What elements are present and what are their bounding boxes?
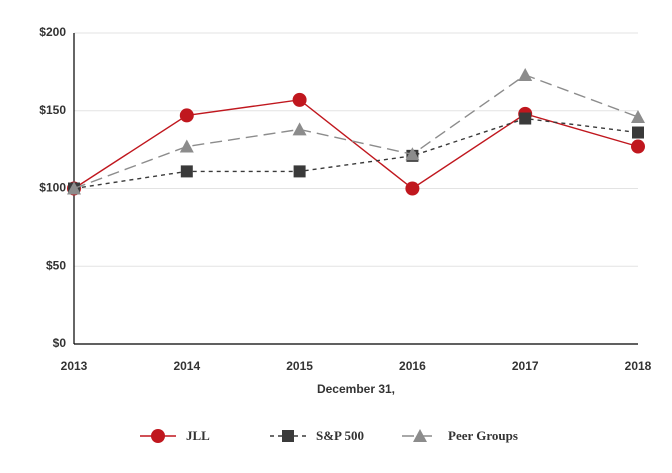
marker [518, 67, 533, 81]
x-tick-label: 2013 [61, 359, 88, 373]
marker [292, 92, 307, 107]
marker [632, 126, 644, 139]
series-line [73, 99, 639, 190]
marker [180, 165, 193, 178]
legend-marker [413, 429, 427, 442]
legend-label: Peer Groups [448, 428, 518, 443]
x-tick-label: 2015 [286, 359, 313, 373]
marker [405, 147, 420, 161]
legend-marker [151, 429, 165, 443]
x-tick-label: 2014 [173, 359, 200, 373]
series-line [73, 74, 639, 190]
marker [179, 139, 194, 153]
marker [292, 122, 307, 136]
marker [631, 109, 645, 123]
marker [67, 181, 81, 195]
x-tick-label: 2016 [399, 359, 426, 373]
y-tick-label: $50 [46, 258, 66, 272]
series-line [73, 117, 639, 190]
y-tick-label: $200 [39, 25, 66, 39]
marker [519, 112, 532, 125]
marker [179, 108, 194, 123]
marker [293, 165, 306, 178]
legend-label: S&P 500 [316, 428, 364, 443]
y-tick-label: $150 [39, 103, 66, 117]
x-tick-label: 2018 [625, 359, 652, 373]
x-tick-label: 2017 [512, 359, 539, 373]
legend-marker [282, 430, 294, 442]
y-tick-label: $100 [39, 181, 66, 195]
x-axis-label: December 31, [317, 382, 395, 396]
marker [405, 181, 420, 196]
marker [631, 139, 645, 154]
y-tick-label: $0 [53, 336, 67, 350]
legend-label: JLL [186, 428, 210, 443]
